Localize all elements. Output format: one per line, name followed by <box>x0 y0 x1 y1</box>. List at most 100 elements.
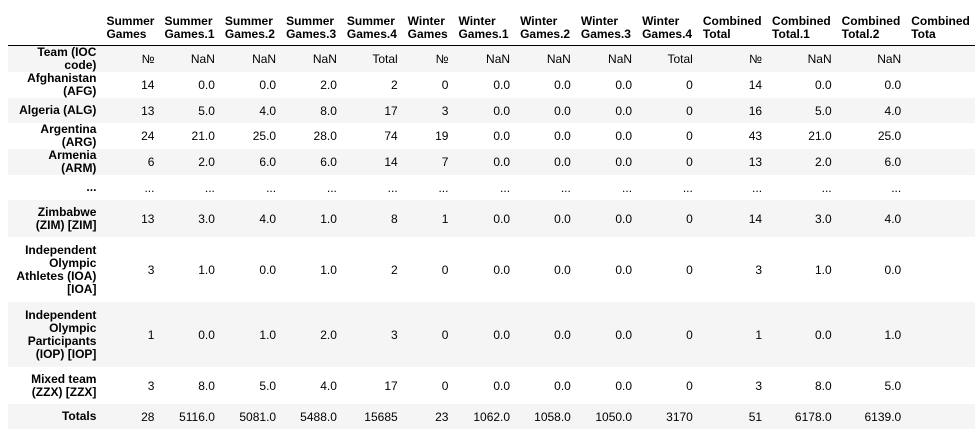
table-cell: 0.0 <box>884 262 902 277</box>
table-row: Team (IOC code) № NaN NaN NaN Total № Na… <box>8 45 975 72</box>
table-cell: 14 <box>384 155 398 169</box>
table-cell: 0.0 <box>615 378 633 393</box>
table-cell: 4.0 <box>259 211 277 226</box>
table-cell: 0.0 <box>259 262 277 277</box>
column-header-row: Summer Games Summer Games.1 Summer Games… <box>8 7 975 46</box>
column-header: Winter Games <box>402 7 454 46</box>
table-cell: NaN <box>608 52 633 66</box>
table-cell: 0.0 <box>615 327 633 342</box>
table-row: Algeria (ALG) 13 5.0 4.0 8.0 17 3 0.0 0.… <box>8 98 975 123</box>
table-cell: 0 <box>441 327 449 342</box>
table-cell: 28 <box>141 409 155 424</box>
table-cell: 13 <box>141 103 155 118</box>
table-cell: 5.0 <box>884 378 902 393</box>
table-cell: 14 <box>748 78 763 92</box>
table-cell: 1058.0 <box>534 409 571 424</box>
table-cell: 5488.0 <box>300 409 337 424</box>
table-cell: 16 <box>748 103 763 118</box>
table-cell: 0.0 <box>615 211 633 226</box>
column-header: Combined Tota <box>906 7 975 46</box>
table-cell: 6139.0 <box>864 409 902 424</box>
table-cell: 0 <box>686 378 693 393</box>
table-cell: 1.0 <box>259 327 277 342</box>
table-cell: ... <box>204 180 215 195</box>
table-cell: 0.0 <box>493 155 511 169</box>
table-cell: NaN <box>546 52 571 66</box>
table-cell <box>906 72 975 98</box>
table-cell: 6.0 <box>320 155 337 169</box>
table-cell: 8.0 <box>198 378 215 393</box>
column-header: Combined Total.1 <box>767 7 837 46</box>
table-row: Mixed team (ZZX) [ZZX] 3 8.0 5.0 4.0 17 … <box>8 367 975 404</box>
column-header: Summer Games <box>101 7 160 46</box>
table-cell: 21.0 <box>191 129 215 143</box>
table-cell: 0.0 <box>554 129 571 143</box>
table-cell: № <box>435 52 449 66</box>
table-cell: 0.0 <box>615 262 633 277</box>
table-cell: 0.0 <box>493 78 511 92</box>
table-cell: 3.0 <box>198 211 215 226</box>
dataframe-table: Summer Games Summer Games.1 Summer Games… <box>8 7 975 429</box>
table-cell: 0 <box>441 378 449 393</box>
column-header: Winter Games.2 <box>515 7 576 46</box>
row-label: Zimbabwe (ZIM) [ZIM] <box>35 204 97 232</box>
table-cell: 17 <box>384 378 398 393</box>
table-cell: 24 <box>141 129 155 143</box>
table-cell: 6.0 <box>259 155 277 169</box>
row-label: Afghanistan (AFG) <box>27 71 97 98</box>
table-cell: 15685 <box>364 409 398 424</box>
table-cell <box>906 237 975 302</box>
table-cell: 0.0 <box>259 78 277 92</box>
row-label: Argentina (ARG) <box>40 122 97 149</box>
table-cell: 0.0 <box>554 103 571 118</box>
table-cell <box>906 404 975 429</box>
table-cell: 0.0 <box>493 327 511 342</box>
table-cell: 14 <box>141 78 155 92</box>
table-cell: 17 <box>384 103 398 118</box>
table-cell: NaN <box>486 52 511 66</box>
row-label: Totals <box>61 409 97 423</box>
table-cell: 1.0 <box>814 262 832 277</box>
column-header: Winter Games.1 <box>453 7 516 46</box>
table-cell: 0.0 <box>615 78 633 92</box>
table-cell: 28.0 <box>313 129 337 143</box>
table-cell: 0.0 <box>493 378 511 393</box>
table-cell: ... <box>438 180 449 195</box>
table-cell: 0 <box>686 78 693 92</box>
table-row: Afghanistan (AFG) 14 0.0 0.0 2.0 2 0 0.0… <box>8 72 975 98</box>
table-cell: 0.0 <box>884 78 902 92</box>
table-cell: ... <box>622 180 633 195</box>
row-label: ... <box>86 180 97 194</box>
table-cell: 0.0 <box>554 327 571 342</box>
table-cell: 0 <box>441 78 449 92</box>
table-cell: 0.0 <box>814 327 832 342</box>
table-cell: 2.0 <box>320 78 337 92</box>
table-cell: 6178.0 <box>794 409 832 424</box>
table-cell: 0 <box>686 103 693 118</box>
table-cell <box>906 367 975 404</box>
table-cell: 5.0 <box>814 103 832 118</box>
table-cell: 2 <box>390 78 398 92</box>
table-cell: 0 <box>686 211 693 226</box>
table-cell: 13 <box>748 155 763 169</box>
table-cell: 1.0 <box>198 262 215 277</box>
table-cell: 3 <box>390 327 398 342</box>
table-cell: 5.0 <box>259 378 277 393</box>
table-cell <box>906 98 975 123</box>
table-cell: 0.0 <box>554 262 571 277</box>
table-cell: 0 <box>686 327 693 342</box>
table-row: Argentina (ARG) 24 21.0 25.0 28.0 74 19 … <box>8 123 975 149</box>
table-cell: 2.0 <box>320 327 337 342</box>
table-cell: 1.0 <box>320 262 337 277</box>
table-cell: 2 <box>390 262 398 277</box>
table-cell: 1 <box>441 211 449 226</box>
table-cell: 8 <box>390 211 398 226</box>
column-header: Winter Games.3 <box>575 7 638 46</box>
table-cell: 3 <box>441 103 449 118</box>
table-row: ... ... ... ... ... ... ... ... ... ... … <box>8 175 975 200</box>
table-row: Armenia (ARM) 6 2.0 6.0 6.0 14 7 0.0 0.0… <box>8 149 975 175</box>
column-header: Combined Total <box>697 7 768 46</box>
table-cell: 74 <box>384 129 398 143</box>
table-row: Independent Olympic Participants (IOP) [… <box>8 302 975 367</box>
